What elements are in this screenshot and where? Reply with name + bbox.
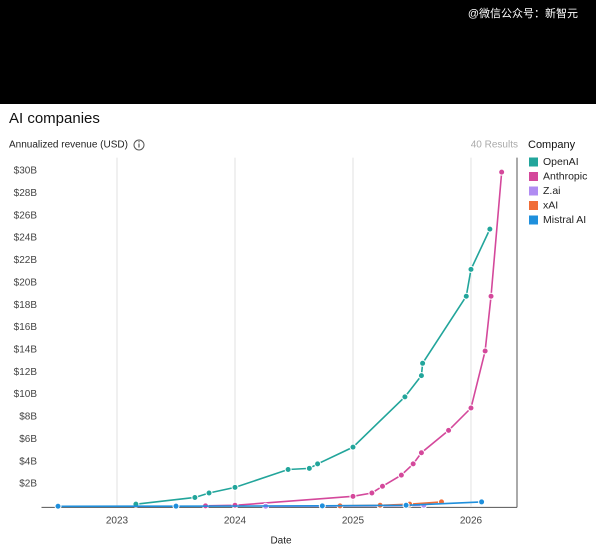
data-point bbox=[402, 501, 410, 509]
y-tick-label: $6B bbox=[19, 434, 37, 445]
data-point bbox=[349, 443, 357, 451]
y-tick-label: $4B bbox=[19, 456, 37, 467]
subtitle: Annualized revenue (USD) bbox=[9, 140, 128, 151]
data-point bbox=[305, 464, 313, 472]
x-tick-label: 2026 bbox=[460, 516, 483, 527]
y-tick-label: $12B bbox=[14, 367, 38, 378]
data-point bbox=[401, 393, 409, 401]
y-tick-label: $18B bbox=[14, 300, 38, 311]
data-point bbox=[284, 466, 292, 474]
data-point bbox=[409, 460, 417, 468]
data-point bbox=[467, 265, 475, 273]
data-point bbox=[314, 460, 322, 468]
data-point bbox=[417, 449, 425, 457]
legend-label: Z.ai bbox=[543, 185, 561, 197]
legend-swatch bbox=[529, 157, 538, 167]
legend-swatch bbox=[529, 172, 538, 181]
legend-item[interactable]: OpenAI bbox=[529, 156, 579, 168]
legend-swatch bbox=[529, 201, 538, 210]
data-point bbox=[417, 372, 425, 380]
y-tick-label: $22B bbox=[14, 255, 38, 266]
data-point bbox=[349, 492, 357, 500]
y-tick-label: $10B bbox=[14, 389, 38, 400]
chart-title: AI companies bbox=[9, 110, 100, 127]
y-tick-label: $20B bbox=[14, 277, 38, 288]
legend-item[interactable]: Mistral AI bbox=[529, 214, 586, 226]
data-point bbox=[487, 292, 495, 300]
y-tick-label: $26B bbox=[14, 210, 38, 221]
data-point bbox=[54, 502, 62, 510]
legend-label: Anthropic bbox=[543, 170, 587, 182]
data-point bbox=[478, 498, 486, 506]
top-band bbox=[0, 0, 596, 104]
data-point bbox=[419, 359, 427, 367]
info-icon[interactable] bbox=[133, 139, 145, 151]
data-point bbox=[368, 489, 376, 497]
y-tick-label: $14B bbox=[14, 345, 38, 356]
legend-item[interactable]: Anthropic bbox=[529, 170, 587, 182]
data-point bbox=[498, 168, 506, 176]
data-point bbox=[481, 347, 489, 355]
data-point bbox=[467, 404, 475, 412]
data-point bbox=[445, 426, 453, 434]
x-axis-label: Date bbox=[270, 536, 292, 547]
legend-label: xAI bbox=[543, 199, 558, 211]
data-point bbox=[191, 493, 199, 501]
data-point bbox=[205, 489, 213, 497]
data-point bbox=[397, 471, 405, 479]
y-tick-label: $16B bbox=[14, 322, 38, 333]
y-tick-label: $24B bbox=[14, 233, 38, 244]
legend-swatch bbox=[529, 186, 538, 196]
y-tick-label: $8B bbox=[19, 412, 37, 423]
data-point bbox=[231, 483, 239, 491]
watermark: @微信公众号：新智元 bbox=[468, 6, 578, 20]
legend-label: OpenAI bbox=[543, 156, 579, 168]
x-tick-label: 2024 bbox=[224, 516, 247, 527]
y-tick-label: $28B bbox=[14, 188, 38, 199]
legend-swatch bbox=[529, 215, 538, 225]
data-point bbox=[486, 225, 494, 233]
results-count: 40 Results bbox=[471, 140, 518, 151]
y-tick-label: $2B bbox=[19, 479, 37, 490]
x-tick-label: 2023 bbox=[106, 516, 129, 527]
data-point bbox=[462, 292, 470, 300]
data-point bbox=[172, 502, 180, 510]
legend-title: Company bbox=[528, 139, 576, 151]
legend-label: Mistral AI bbox=[543, 214, 586, 226]
legend-item[interactable]: xAI bbox=[529, 199, 558, 211]
data-point bbox=[378, 482, 386, 490]
series-line bbox=[135, 228, 491, 505]
data-point bbox=[318, 502, 326, 510]
legend-item[interactable]: Z.ai bbox=[529, 185, 561, 197]
series-line bbox=[205, 172, 503, 507]
y-tick-label: $30B bbox=[14, 166, 38, 177]
x-tick-label: 2025 bbox=[342, 516, 365, 527]
